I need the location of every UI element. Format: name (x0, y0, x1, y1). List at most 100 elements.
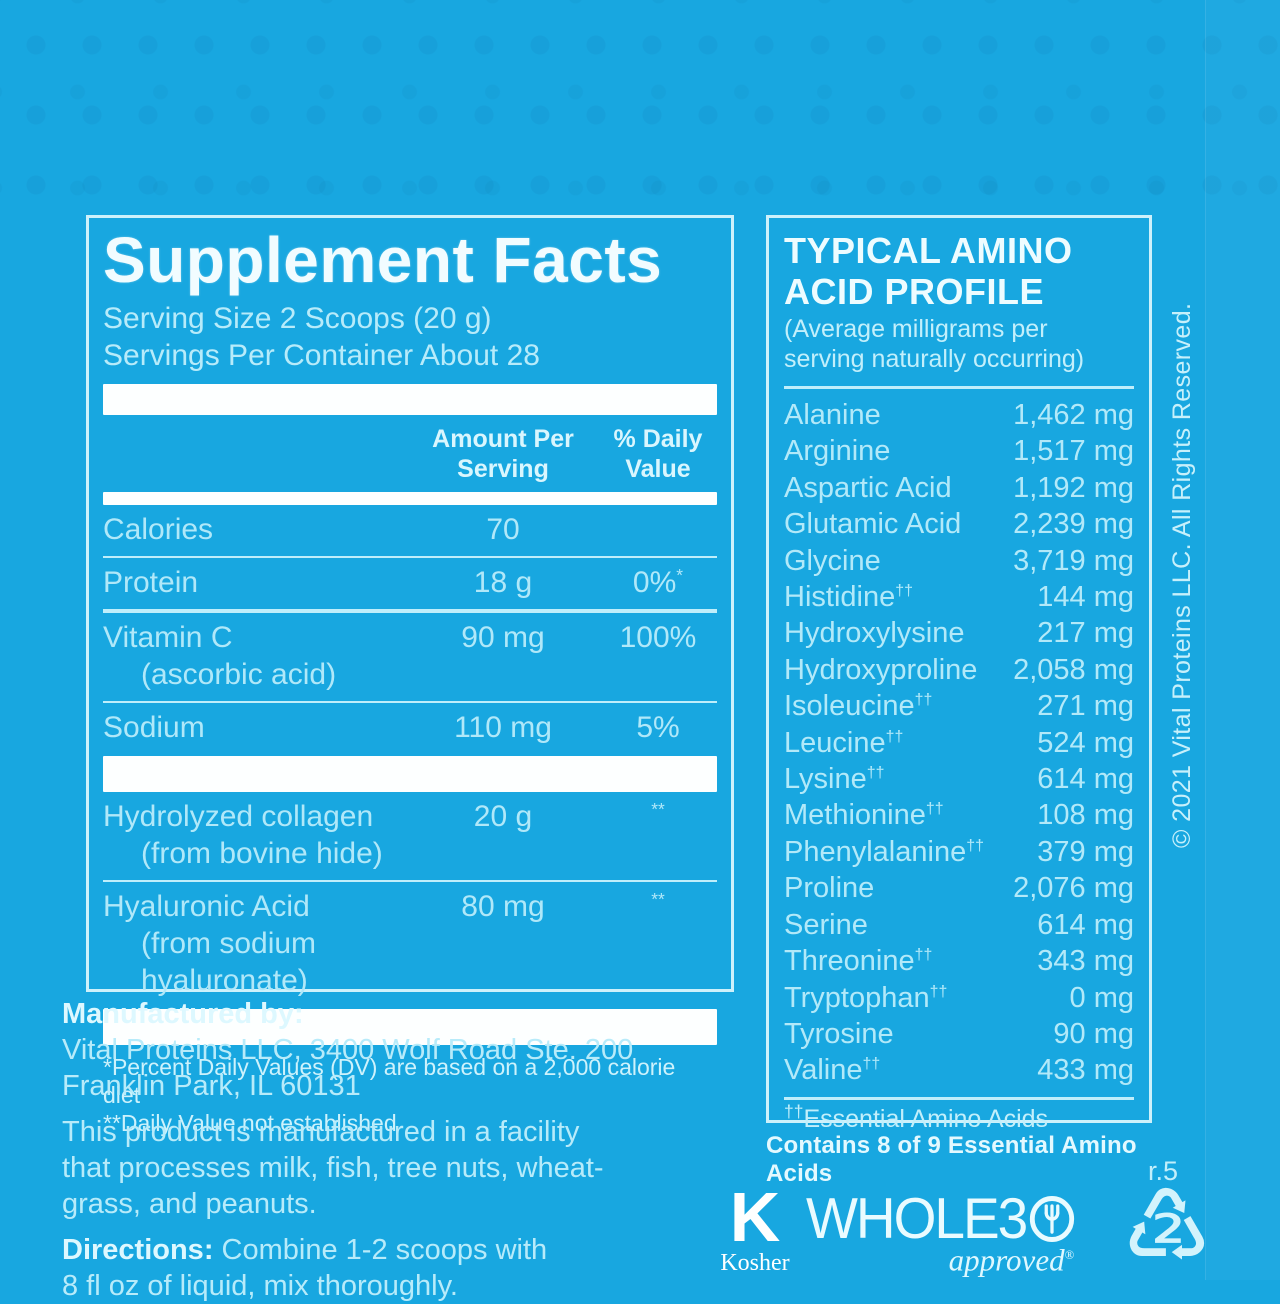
manufacturer-block: Manufactured by: Vital Proteins LLC, 340… (62, 996, 734, 1304)
amino-name: Threonine†† (784, 945, 933, 978)
nutrient-label: Sodium (103, 711, 205, 744)
manufactured-by-heading: Manufactured by: (62, 998, 304, 1030)
amino-name: Lysine†† (784, 763, 885, 796)
amino-value: 108 mg (1037, 799, 1134, 832)
divider-bar (103, 756, 717, 792)
amount-per-serving-header: Amount Per (432, 425, 574, 453)
divider-line (784, 386, 1134, 389)
amino-name: Phenylalanine†† (784, 835, 984, 868)
amino-row: Glycine 3,719 mg (784, 543, 1134, 579)
nutrient-dv: 5% (636, 711, 680, 744)
column-headers: Amount Per Serving % Daily Value (103, 424, 717, 484)
amino-value: 2,239 mg (1013, 508, 1134, 541)
amino-value: 271 mg (1037, 690, 1134, 723)
amino-row: Tryptophan†† 0 mg (784, 980, 1134, 1016)
amino-acid-panel: TYPICAL AMINO ACID PROFILE (Average mill… (766, 215, 1152, 1133)
amino-row: Glutamic Acid 2,239 mg (784, 506, 1134, 542)
nutrient-label: Protein (103, 566, 199, 599)
divider-bar (103, 492, 717, 505)
directions-line2: 8 fl oz of liquid, mix thoroughly. (62, 1270, 458, 1302)
amino-value: 379 mg (1037, 835, 1134, 868)
kosher-badge: K Kosher (705, 1178, 805, 1276)
servings-per-container: Servings Per Container About 28 (103, 339, 540, 372)
divider-bar (103, 384, 717, 415)
amino-name: Serine (784, 908, 868, 941)
whole30-approved-badge: WHOLE3 approved® (806, 1189, 1078, 1278)
nutrient-amount: 20 g (473, 800, 533, 833)
amino-row: Leucine†† 524 mg (784, 725, 1134, 761)
amino-row: Tyrosine 90 mg (784, 1016, 1134, 1052)
amino-row: Lysine†† 614 mg (784, 761, 1134, 797)
amino-panel-subtitle: (Average milligrams per serving naturall… (784, 315, 1085, 373)
kosher-certification-icon: K (729, 1178, 781, 1256)
amino-name: Hydroxyproline (784, 653, 978, 686)
table-row: Hydrolyzed collagen (from bovine hide) 2… (103, 792, 717, 880)
amino-value: 524 mg (1037, 726, 1134, 759)
amino-value: 2,076 mg (1013, 872, 1134, 905)
nutrient-amount: 18 g (473, 566, 533, 599)
amino-row: Proline 2,076 mg (784, 870, 1134, 906)
amino-value: 2,058 mg (1013, 653, 1134, 686)
directions-label: Directions: (62, 1234, 214, 1266)
amino-row: Methionine†† 108 mg (784, 797, 1134, 833)
divider-bar (103, 1009, 717, 1045)
amino-value: 343 mg (1037, 945, 1134, 978)
nutrient-dv: ** (651, 799, 665, 819)
kosher-label: Kosher (720, 1250, 790, 1276)
nutrient-dv: 0%* (632, 565, 684, 599)
amino-name: Tryptophan†† (784, 981, 948, 1014)
essential-amino-footnote: ††Essential Amino Acids (784, 1101, 1049, 1133)
amino-name: Glutamic Acid (784, 508, 962, 541)
amino-row: Hydroxyproline 2,058 mg (784, 652, 1134, 688)
nutrient-dv: ** (651, 889, 665, 909)
daily-value-header: % Daily (613, 425, 703, 453)
nutrient-dv: 100% (619, 621, 697, 654)
footnote-dv-not-established: **Daily Value not established (103, 1110, 397, 1136)
supplement-facts-panel: Supplement Facts Serving Size 2 Scoops (… (86, 215, 734, 1136)
divider-line (784, 1096, 1134, 1100)
manufacturer-address-line1: Vital Proteins LLC, 3400 Wolf Road Ste. … (62, 1034, 634, 1066)
amino-row: Threonine†† 343 mg (784, 943, 1134, 979)
nutrient-amount: 80 mg (461, 890, 545, 923)
footnote-daily-values: *Percent Daily Values (DV) are based on … (103, 1054, 676, 1108)
amino-row: Alanine 1,462 mg (784, 397, 1134, 433)
amino-panel-title: TYPICAL AMINO ACID PROFILE (784, 230, 1073, 312)
nutrient-amount: 90 mg (461, 621, 545, 654)
amino-name: Arginine (784, 435, 891, 468)
amino-name: Proline (784, 872, 875, 905)
contains-essential-note: Contains 8 of 9 Essential Amino Acids (766, 1132, 1137, 1187)
amino-value: 3,719 mg (1013, 544, 1134, 577)
amino-name: Methionine†† (784, 799, 944, 832)
amino-name: Tyrosine (784, 1017, 894, 1050)
amino-value: 433 mg (1037, 1054, 1134, 1087)
serving-size: Serving Size 2 Scoops (20 g) (103, 302, 492, 335)
amino-row: Phenylalanine†† 379 mg (784, 834, 1134, 870)
nutrient-label: Hyaluronic Acid (from sodium hyaluronate… (103, 888, 407, 999)
table-row: Vitamin C (ascorbic acid) 90 mg 100% (103, 609, 717, 701)
amino-value: 217 mg (1037, 617, 1134, 650)
amino-row: Valine†† 433 mg (784, 1052, 1134, 1088)
whole30-approved-label: approved® (948, 1242, 1074, 1278)
nutrient-label: Calories (103, 513, 214, 546)
manufacturer-address-line2: Franklin Park, IL 60131 (62, 1070, 361, 1102)
copyright-text: © 2021 Vital Proteins LLC. All Rights Re… (1168, 302, 1196, 848)
amino-value: 1,517 mg (1013, 435, 1134, 468)
nutrient-amount: 70 (486, 513, 520, 546)
table-row: Hyaluronic Acid (from sodium hyaluronate… (103, 880, 717, 1007)
whole30-logo: WHOLE3 (806, 1189, 1078, 1247)
amino-row: Hydroxylysine 217 mg (784, 615, 1134, 651)
facility-warning: This product is manufactured in a facili… (62, 1116, 580, 1148)
amino-name: Valine†† (784, 1054, 881, 1087)
recycling-type-2-icon: ♴ (1122, 1168, 1212, 1285)
amino-row: Serine 614 mg (784, 907, 1134, 943)
table-row: Protein 18 g 0%* (103, 556, 717, 609)
nutrient-sublabel: (ascorbic acid) (141, 658, 337, 691)
amino-value: 1,192 mg (1013, 471, 1134, 504)
label-edge-seam (1205, 0, 1280, 1280)
amino-row: Arginine 1,517 mg (784, 433, 1134, 469)
amino-name: Histidine†† (784, 581, 913, 614)
amino-value: 1,462 mg (1013, 399, 1134, 431)
revision-number: r.5 (1148, 1156, 1179, 1186)
amino-value: 614 mg (1037, 763, 1134, 796)
